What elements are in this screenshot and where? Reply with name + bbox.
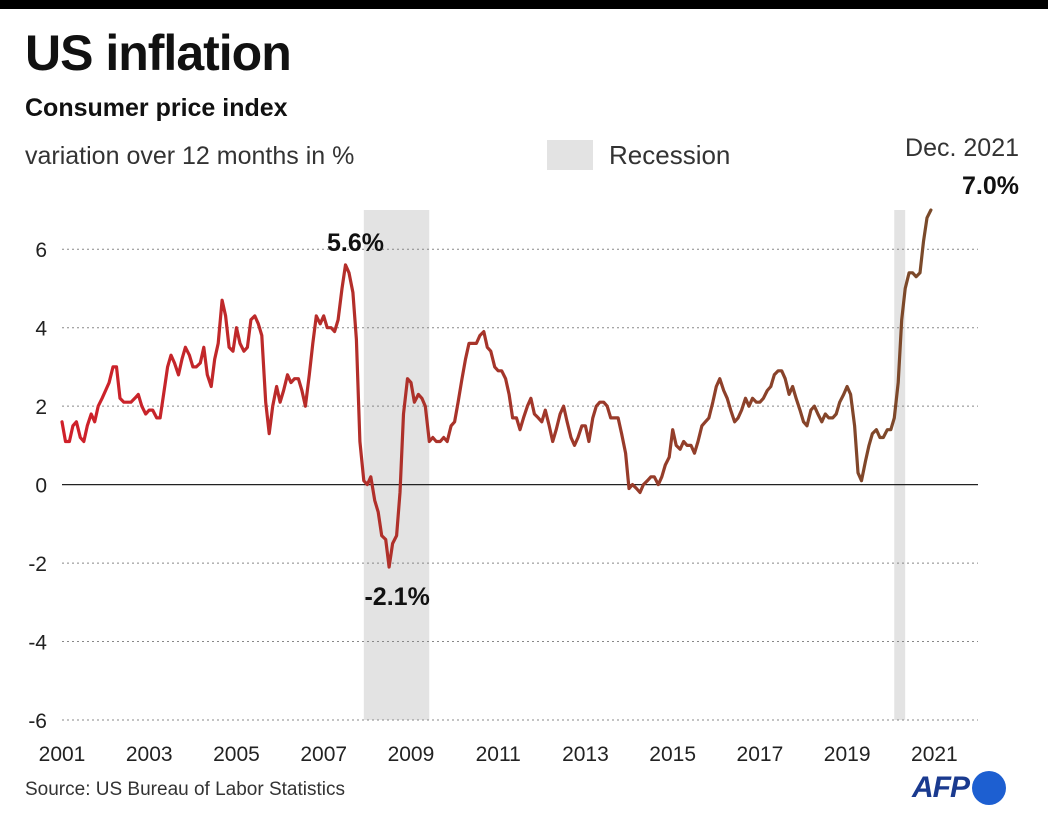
top-rule xyxy=(0,0,1048,9)
inflation-series-line xyxy=(60,208,933,569)
series-layer xyxy=(60,208,933,569)
afp-logo-text: AFP xyxy=(912,771,970,804)
source-note: Source: US Bureau of Labor Statistics xyxy=(25,779,345,800)
x-tick-label: 2013 xyxy=(562,743,609,766)
annotation-value: -2.1% xyxy=(364,583,429,611)
x-tick-label: 2007 xyxy=(300,743,347,766)
unit-label: variation over 12 months in % xyxy=(25,142,355,170)
y-axis-ticks: 6 4 2 0 -2 -4 -6 xyxy=(28,239,47,733)
y-tick-label: -4 xyxy=(28,632,47,655)
x-tick-label: 2003 xyxy=(126,743,173,766)
recession-band xyxy=(363,210,430,720)
recession-bands xyxy=(363,210,906,720)
gridlines xyxy=(62,248,978,721)
annotations: 5.6% -2.1% Dec. 2021 7.0% xyxy=(327,134,1019,611)
y-tick-label: 4 xyxy=(35,318,47,341)
recession-swatch xyxy=(547,140,593,170)
annotation-value: 7.0% xyxy=(962,172,1019,200)
recession-legend-label: Recession xyxy=(609,140,731,170)
x-tick-label: 2015 xyxy=(649,743,696,766)
annotation-date: Dec. 2021 xyxy=(905,134,1019,162)
x-tick-label: 2017 xyxy=(737,743,784,766)
x-tick-label: 2019 xyxy=(824,743,871,766)
y-tick-label: 0 xyxy=(35,475,47,498)
annotation-value: 5.6% xyxy=(327,229,384,257)
x-tick-label: 2005 xyxy=(213,743,260,766)
y-tick-label: 6 xyxy=(35,239,47,262)
afp-logo-dot xyxy=(972,771,1006,805)
y-tick-label: 2 xyxy=(35,396,47,419)
y-tick-label: -2 xyxy=(28,553,47,576)
chart-subtitle: Consumer price index xyxy=(25,94,288,122)
x-tick-label: 2009 xyxy=(388,743,435,766)
x-tick-label: 2001 xyxy=(39,743,86,766)
afp-logo: AFP xyxy=(912,771,1006,805)
x-axis-ticks: 2001 2003 2005 2007 2009 2011 2013 2015 2017 2019… xyxy=(39,743,958,766)
recession-band xyxy=(894,210,906,720)
y-tick-label: -6 xyxy=(28,710,47,733)
chart-title: US inflation xyxy=(25,25,292,81)
x-tick-label: 2021 xyxy=(911,743,958,766)
legend: Recession xyxy=(547,140,730,170)
x-tick-label: 2011 xyxy=(476,743,521,766)
